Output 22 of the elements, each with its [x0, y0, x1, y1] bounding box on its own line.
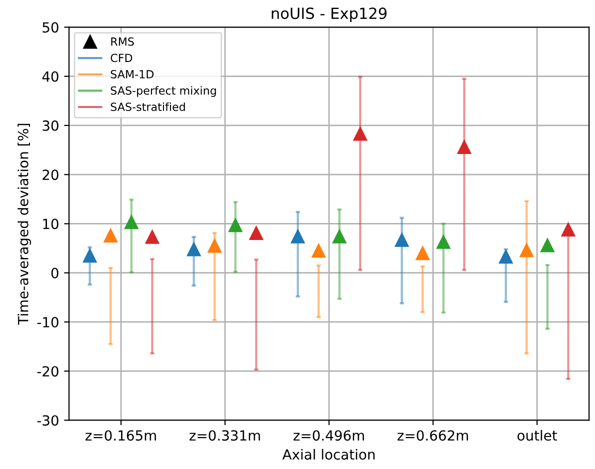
x-tick-label: outlet: [518, 430, 558, 441]
y-tick-label: 50: [42, 22, 58, 33]
y-tick-label: 10: [43, 218, 58, 230]
y-tick-label: -20: [37, 366, 58, 377]
y-tick-label: 0: [51, 268, 58, 278]
chart-title: noUIS - Exp129: [272, 8, 387, 22]
x-tick-label: z=0.662m: [398, 430, 468, 441]
y-tick-label: -30: [37, 415, 58, 426]
legend-label: SAM-1D: [110, 70, 154, 78]
y-tick-label: -10: [37, 316, 58, 328]
x-tick-label: z=0.165m: [86, 430, 156, 441]
y-tick-label: 30: [42, 120, 58, 131]
y-tick-label: 40: [42, 71, 58, 82]
legend-label: SAS-stratified: [110, 102, 185, 112]
y-axis-title: Time-averaged deviation [%]: [18, 124, 32, 325]
legend-label: CFD: [110, 54, 132, 62]
y-tick-label: 20: [42, 170, 58, 180]
x-axis-title: Axial location: [282, 448, 375, 460]
x-tick-label: z=0.331m: [190, 430, 260, 441]
legend-label: RMS: [111, 37, 134, 46]
x-tick-label: z=0.496m: [294, 430, 364, 441]
legend-label: SAS-perfect mixing: [110, 86, 216, 97]
